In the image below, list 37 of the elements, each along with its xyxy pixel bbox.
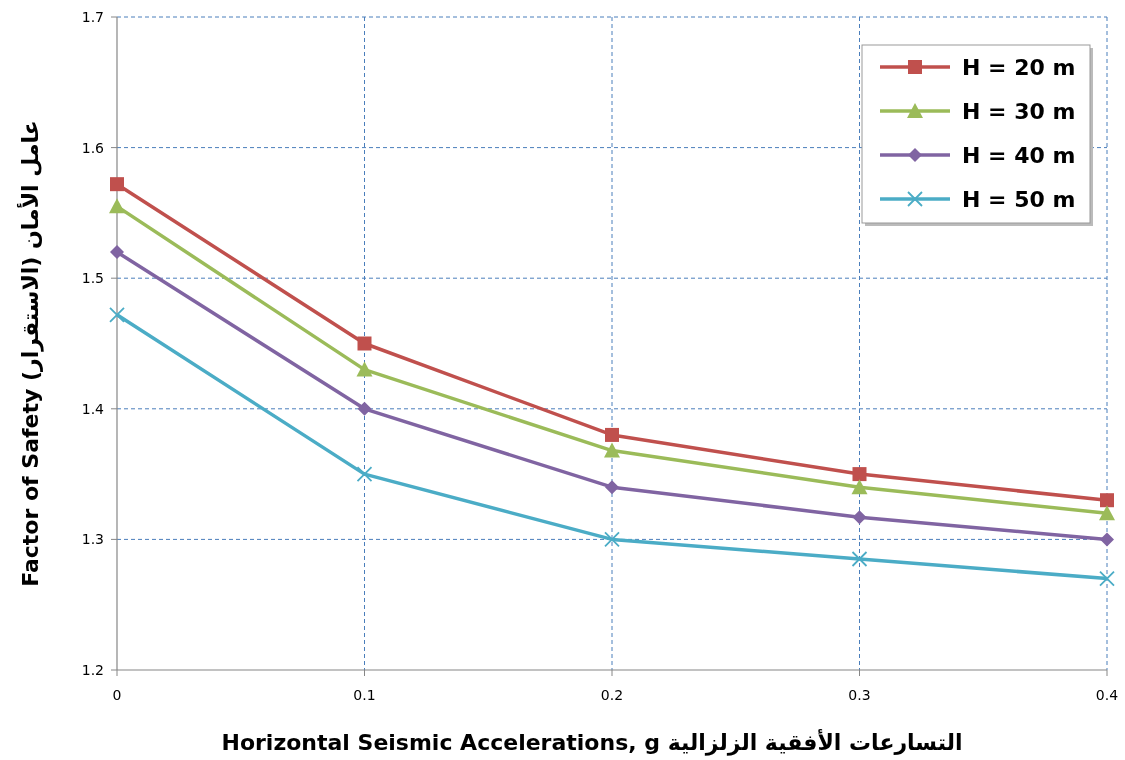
x-tick-label: 0.3 xyxy=(848,687,871,703)
x-tick-label: 0.1 xyxy=(353,687,376,703)
x-tick-label: 0.4 xyxy=(1095,687,1119,703)
point xyxy=(1099,570,1115,587)
point xyxy=(852,510,867,525)
point xyxy=(357,401,372,416)
point xyxy=(357,336,372,351)
point xyxy=(1100,493,1114,508)
legend-label: H = 40 m xyxy=(962,143,1076,168)
point xyxy=(851,479,868,495)
y-tick-label: 1.4 xyxy=(81,400,105,417)
point xyxy=(604,442,620,458)
y-tick-label: 1.6 xyxy=(81,139,105,156)
y-tick-label: 1.7 xyxy=(81,9,104,25)
point xyxy=(1100,532,1114,547)
point xyxy=(1099,505,1115,521)
y-tick-label: 1.2 xyxy=(81,662,104,678)
legend-label: H = 30 m xyxy=(962,99,1076,124)
point xyxy=(605,427,619,442)
point xyxy=(109,306,125,323)
point xyxy=(356,466,373,482)
point xyxy=(851,551,868,567)
point xyxy=(110,177,124,192)
point xyxy=(110,245,124,260)
point xyxy=(852,467,867,482)
y-tick-label: 1.3 xyxy=(81,531,104,548)
x-tick-label: 0.2 xyxy=(600,687,624,703)
x-axis-title: Horizontal Seismic Accelerations, g التسارعات الأفقية الزلزالية xyxy=(221,728,963,756)
legend-label: H = 50 m xyxy=(962,187,1076,212)
point xyxy=(109,198,125,214)
y-tick-label: 1.5 xyxy=(81,270,104,287)
legend-label: H = 20 m xyxy=(962,55,1076,80)
x-tick-label: 0 xyxy=(112,687,122,703)
point xyxy=(604,531,620,548)
y-axis-title: Factor of Safety عامل الأمان (الاستقرار) xyxy=(16,120,44,587)
point xyxy=(356,361,373,377)
point xyxy=(605,480,619,495)
